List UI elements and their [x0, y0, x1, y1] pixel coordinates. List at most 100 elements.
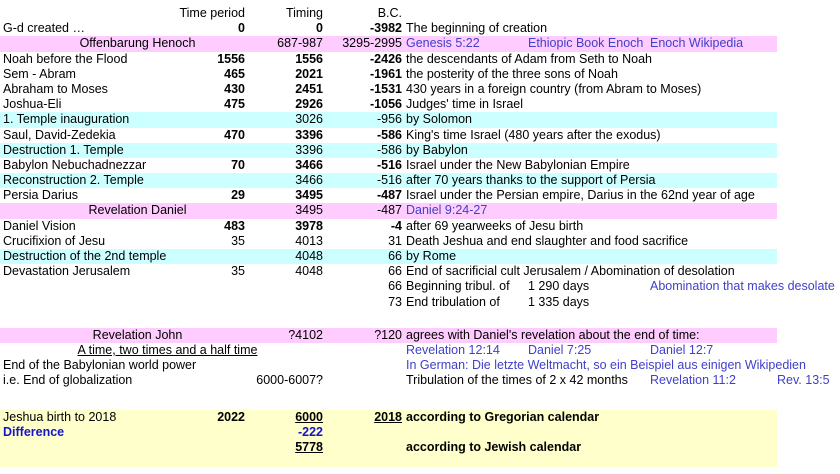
- sheet-row: 73 End tribulation of 1 335 days: [0, 295, 840, 310]
- timing-value: 1556: [295, 51, 323, 66]
- column-header-time-period: Time period: [179, 6, 245, 20]
- event-label: Abraham to Moses: [3, 81, 108, 96]
- bc-year-value: -586: [376, 142, 402, 157]
- event-label: Devastation Jerusalem: [3, 264, 131, 279]
- reference-link[interactable]: In German: Die letzte Weltmacht, so ein …: [406, 358, 806, 373]
- event-label: Persia Darius: [3, 188, 79, 203]
- sheet-row: Reconstruction 2. Temple 3466 -516 after 70…: [0, 173, 840, 189]
- description-text: according to Jewish calendar: [406, 439, 582, 454]
- event-label: Destruction 1. Temple: [3, 142, 124, 157]
- bc-year-value: 66: [388, 249, 402, 263]
- reference-link[interactable]: Daniel 12:7: [650, 342, 714, 357]
- bc-year-value: -487: [376, 203, 402, 218]
- reference-link[interactable]: Enoch Wikipedia: [650, 36, 744, 51]
- time-period-value: 465: [224, 66, 245, 81]
- time-period-value: 2022: [217, 409, 245, 424]
- event-label: Jeshua birth to 2018: [3, 409, 117, 424]
- description-text: Beginning tribul. of: [406, 279, 510, 294]
- sheet-row: Difference -222: [0, 424, 840, 440]
- timing-value: 0: [316, 21, 323, 36]
- reference-link[interactable]: Genesis 5:22: [406, 36, 480, 51]
- description-text: Judges' time in Israel: [406, 97, 524, 112]
- timing-value: 5778: [295, 439, 323, 454]
- reference-link[interactable]: Ethiopic Book Enoch: [528, 36, 644, 51]
- bc-year-value: 66: [388, 279, 402, 294]
- timing-value: 3495: [295, 203, 323, 218]
- event-label: Reconstruction 2. Temple: [3, 173, 144, 188]
- bc-year-value: 2018: [374, 409, 402, 424]
- reference-link[interactable]: Abomination that makes desolate: [650, 279, 835, 294]
- description-text: Death Jeshua and end slaughter and food …: [406, 233, 689, 248]
- bc-year-value: 31: [388, 233, 402, 248]
- time-period-value: 1556: [217, 51, 245, 66]
- event-label: Destruction of the 2nd temple: [3, 249, 167, 263]
- reference-link[interactable]: Revelation 11:2: [650, 373, 736, 388]
- bc-year-value: -516: [376, 173, 402, 188]
- timing-value: 6000-6007?: [256, 373, 323, 388]
- bc-year-value: -516: [376, 157, 402, 172]
- sheet-row: [0, 310, 840, 328]
- time-period-value: 29: [231, 188, 245, 203]
- time-period-value: 0: [238, 21, 245, 36]
- timing-value: 4013: [295, 233, 323, 248]
- reference-link[interactable]: Daniel 7:25: [528, 342, 592, 357]
- sheet-row: Joshua-Eli 475 2926 -1056 Judges' time in Is…: [0, 97, 840, 112]
- sheet-row: Offenbarung Henoch 687-987 3295-2995 Genesi…: [0, 36, 840, 52]
- description-text: The beginning of creation: [406, 21, 548, 36]
- bc-year-value: -1531: [370, 81, 402, 96]
- event-label: Daniel Vision: [3, 218, 76, 233]
- event-label: End of the Babylonian world power: [3, 358, 197, 373]
- event-label: Revelation John: [92, 327, 183, 342]
- sheet-row: G-d created … 0 0 -3982 The beginning of cre…: [0, 21, 840, 36]
- timing-value: 2021: [295, 66, 323, 81]
- event-label: Crucifixion of Jesu: [3, 233, 106, 248]
- sheet-row: i.e. End of globalization 6000-6007? Tribu…: [0, 373, 840, 388]
- sheet-row: Destruction of the 2nd temple 4048 66 by Ro…: [0, 249, 840, 265]
- reference-link[interactable]: Revelation 12:14: [406, 342, 500, 357]
- bc-year-value: ?120: [374, 327, 402, 342]
- time-period-value: 483: [224, 218, 245, 233]
- timing-value: 3396: [295, 142, 323, 157]
- bc-year-value: 66: [388, 264, 402, 279]
- bc-year-value: -487: [376, 188, 402, 203]
- reference-link[interactable]: Daniel 9:24-27: [406, 203, 488, 218]
- sheet-row: 1. Temple inauguration 3026 -956 by Solomon: [0, 112, 840, 128]
- description-text: Tribulation of the times of 2 x 42 month…: [406, 373, 628, 388]
- timing-value: 687-987: [277, 36, 323, 51]
- reference-link[interactable]: Rev. 13:5: [777, 373, 830, 388]
- description-text: the descendants of Adam from Seth to Noa…: [406, 51, 652, 66]
- event-label: Offenbarung Henoch: [79, 36, 196, 51]
- time-period-value: 475: [224, 97, 245, 112]
- bc-year-value: -1961: [370, 66, 402, 81]
- description-text: by Solomon: [406, 112, 473, 127]
- column-header-timing: Timing: [285, 6, 323, 20]
- column-header-bc: B.C.: [377, 6, 402, 20]
- description-text: by Babylon: [406, 142, 468, 157]
- event-label: Saul, David-Zedekia: [3, 127, 116, 142]
- sheet-row: Revelation Daniel 3495 -487 Daniel 9:24-27: [0, 203, 840, 219]
- description-text: agrees with Daniel's revelation about th…: [406, 327, 700, 342]
- event-label: Noah before the Flood: [3, 51, 128, 66]
- description-text: 1 335 days: [528, 294, 590, 309]
- timing-value: -222: [297, 424, 323, 439]
- bc-year-value: -2426: [370, 51, 402, 66]
- description-text: Israel under the Persian empire, Darius …: [406, 188, 755, 203]
- event-label: i.e. End of globalization: [3, 373, 133, 388]
- sheet-row: Sem - Abram 465 2021 -1961 the posterity of …: [0, 67, 840, 82]
- timing-value: 2926: [295, 97, 323, 112]
- event-label: G-d created …: [3, 21, 85, 36]
- description-text: the posterity of the three sons of Noah: [406, 66, 618, 81]
- bc-year-value: -3982: [370, 21, 402, 36]
- sheet-row: Crucifixion of Jesu 35 4013 31 Death Jeshua …: [0, 234, 840, 249]
- event-label: Sem - Abram: [3, 66, 76, 81]
- sheet-row: Babylon Nebuchadnezzar 70 3466 -516 Israel u…: [0, 158, 840, 173]
- event-label: Revelation Daniel: [88, 203, 187, 218]
- event-label: Babylon Nebuchadnezzar: [3, 157, 147, 172]
- timing-value: 4048: [295, 249, 323, 263]
- sheet-row: Persia Darius 29 3495 -487 Israel under the …: [0, 188, 840, 203]
- timing-value: 3466: [295, 157, 323, 172]
- sheet-row: [0, 455, 840, 468]
- sheet-row: Destruction 1. Temple 3396 -586 by Babylon: [0, 142, 840, 158]
- event-label: Difference: [3, 424, 65, 439]
- sheet-row: Abraham to Moses 430 2451 -1531 430 years in…: [0, 82, 840, 97]
